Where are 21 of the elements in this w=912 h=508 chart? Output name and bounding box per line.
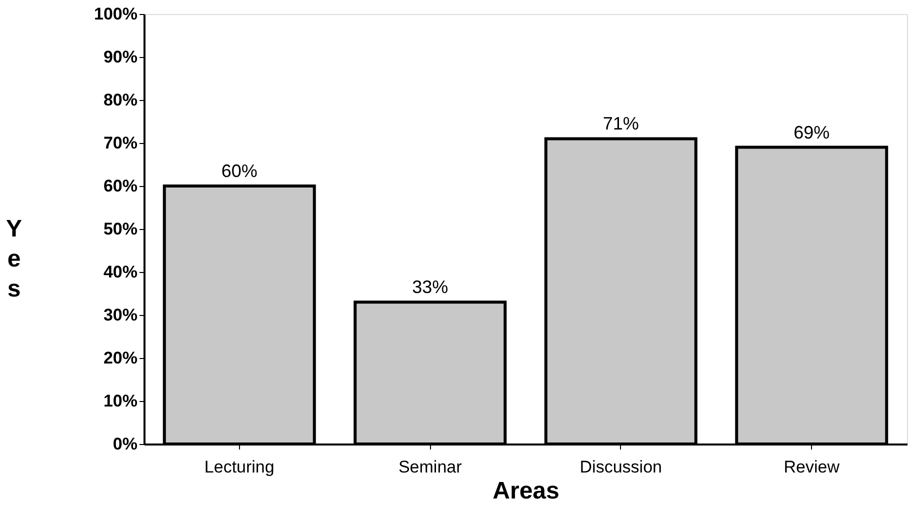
x-tick-label: Seminar xyxy=(398,458,462,476)
x-tick-label: Discussion xyxy=(580,458,662,476)
x-tick-label: Lecturing xyxy=(204,458,274,476)
data-label: 69% xyxy=(794,122,830,142)
y-tick-label: 50% xyxy=(103,220,138,238)
x-axis-title: Areas xyxy=(492,478,560,504)
y-tick-label: 60% xyxy=(103,176,138,196)
y-tick-label: 20% xyxy=(103,348,138,368)
y-tick-label: 30% xyxy=(103,306,138,324)
y-tick-label: 100% xyxy=(94,4,138,24)
x-tick-label: Review xyxy=(784,458,840,476)
data-label: 60% xyxy=(221,161,258,181)
data-label: 33% xyxy=(412,277,448,298)
y-axis-title: Yes xyxy=(6,216,22,302)
data-label: 71% xyxy=(602,114,639,134)
y-tick-label: 0% xyxy=(112,434,138,454)
y-tick-label: 70% xyxy=(103,134,138,152)
y-tick-label: 10% xyxy=(103,392,138,410)
y-tick-label: 90% xyxy=(103,48,138,66)
y-tick-label: 80% xyxy=(103,90,138,110)
y-tick-label: 40% xyxy=(103,262,138,282)
